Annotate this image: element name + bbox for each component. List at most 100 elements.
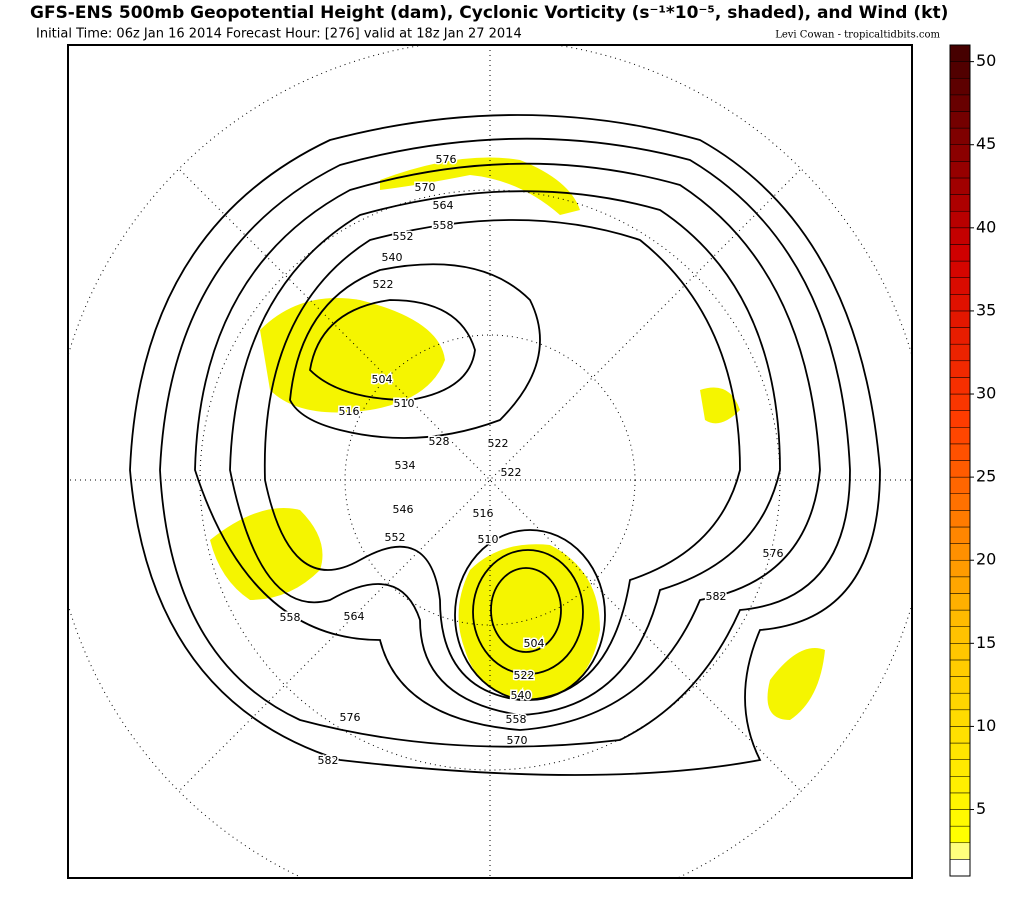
colorbar-cell — [949, 61, 971, 79]
contour-label: 534 — [395, 459, 416, 472]
colorbar-cell — [949, 759, 971, 777]
colorbar-cell — [949, 161, 971, 179]
colorbar-cell — [949, 709, 971, 727]
colorbar-cell — [949, 310, 971, 328]
colorbar-frame — [949, 44, 971, 877]
colorbar-cell — [949, 476, 971, 494]
contour-label: 582 — [706, 590, 727, 603]
contour-label: 552 — [385, 531, 406, 544]
colorbar-tick-label: 10 — [976, 716, 996, 735]
contour-label: 570 — [415, 181, 436, 194]
colorbar-cell — [949, 609, 971, 627]
colorbar-cell — [949, 244, 971, 262]
colorbar-tick-label: 50 — [976, 51, 996, 70]
contour-label: 540 — [511, 689, 532, 702]
contour-label: 510 — [478, 533, 499, 546]
colorbar-cell — [949, 742, 971, 760]
colorbar-cell — [949, 327, 971, 345]
colorbar-cell — [949, 643, 971, 661]
contour-label: 564 — [344, 610, 365, 623]
colorbar-cell — [949, 543, 971, 561]
colorbar-cell — [949, 809, 971, 827]
colorbar-cell — [949, 377, 971, 395]
map-frame — [67, 44, 913, 879]
colorbar-tick-label: 15 — [976, 633, 996, 652]
colorbar-cell — [949, 144, 971, 162]
contour-label: 552 — [393, 230, 414, 243]
colorbar-cell — [949, 427, 971, 445]
colorbar-tick-label: 5 — [976, 799, 986, 818]
colorbar-cell — [949, 294, 971, 312]
colorbar-cell — [949, 227, 971, 245]
colorbar-cell — [949, 559, 971, 578]
colorbar-cell — [949, 260, 971, 278]
colorbar-cell — [949, 77, 971, 96]
contour-label: 570 — [507, 734, 528, 747]
colorbar-cell — [949, 94, 971, 112]
colorbar-tick-label: 20 — [976, 550, 996, 569]
colorbar: 5 10 15 20 25 30 35 40 45 50 — [949, 44, 996, 877]
contour-label: 516 — [473, 507, 494, 520]
credit: Levi Cowan - tropicaltidbits.com — [775, 30, 940, 41]
colorbar-cell — [949, 859, 971, 877]
colorbar-cell — [949, 526, 971, 544]
contour-label: 504 — [524, 637, 545, 650]
contour-label: 522 — [514, 669, 535, 682]
contour-label: 522 — [501, 466, 522, 479]
colorbar-cell — [949, 210, 971, 229]
colorbar-tick-label: 40 — [976, 217, 996, 236]
contour-label: 582 — [318, 754, 339, 767]
colorbar-cell — [949, 576, 971, 594]
contour-label: 522 — [488, 437, 509, 450]
colorbar-cell — [949, 460, 971, 478]
colorbar-cell — [949, 493, 971, 511]
colorbar-cell — [949, 194, 971, 212]
colorbar-cell — [949, 360, 971, 378]
colorbar-cell — [949, 510, 971, 528]
colorbar-cell — [949, 277, 971, 295]
contour-label: 516 — [339, 405, 360, 418]
contour-label: 558 — [433, 219, 454, 232]
contour-label: 510 — [394, 397, 415, 410]
colorbar-cell — [949, 776, 971, 794]
colorbar-tick-label: 25 — [976, 467, 996, 486]
colorbar-cell — [949, 825, 971, 844]
map: 5765705645585525405225045105165285345225… — [68, 45, 912, 878]
contour-label: 576 — [436, 153, 457, 166]
contour-label: 504 — [372, 373, 393, 386]
title: GFS-ENS 500mb Geopotential Height (dam),… — [30, 3, 948, 23]
contour-label: 540 — [382, 251, 403, 264]
colorbar-cell — [949, 692, 971, 711]
colorbar-cell — [949, 626, 971, 644]
colorbar-cell — [949, 792, 971, 810]
contour-label: 558 — [280, 611, 301, 624]
vorticity-shading — [210, 157, 825, 720]
contour-label: 522 — [373, 278, 394, 291]
height-contours — [129, 114, 881, 776]
graticule — [68, 45, 912, 878]
contour-label: 546 — [393, 503, 414, 516]
colorbar-cell — [949, 842, 971, 860]
colorbar-cell — [949, 343, 971, 362]
colorbar-cell — [949, 410, 971, 428]
colorbar-tick-label: 30 — [976, 384, 996, 403]
colorbar-tick-label: 35 — [976, 300, 996, 319]
colorbar-cell — [949, 676, 971, 694]
colorbar-cell — [949, 659, 971, 677]
colorbar-cell — [949, 726, 971, 744]
colorbar-cell — [949, 593, 971, 611]
subtitle: Initial Time: 06z Jan 16 2014 Forecast H… — [36, 27, 522, 42]
contour-label: 528 — [429, 435, 450, 448]
colorbar-tick-label: 45 — [976, 134, 996, 153]
contour-label: 558 — [506, 713, 527, 726]
colorbar-cell — [949, 127, 971, 145]
contour-label: 576 — [340, 711, 361, 724]
colorbar-cell — [949, 111, 971, 129]
colorbar-cell — [949, 44, 971, 62]
colorbar-cell — [949, 443, 971, 461]
contour-label: 576 — [763, 547, 784, 560]
contour-label: 564 — [433, 199, 454, 212]
colorbar-cell — [949, 177, 971, 195]
colorbar-cell — [949, 393, 971, 411]
